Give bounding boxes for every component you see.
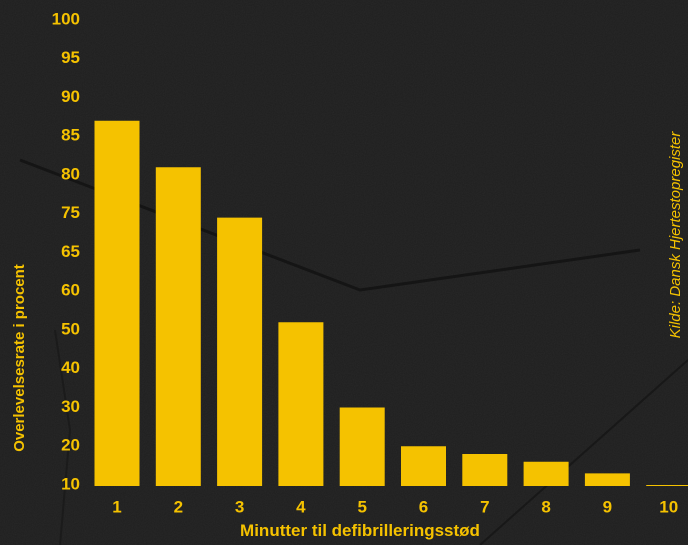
y-tick-label: 65 <box>61 242 80 261</box>
y-tick-label: 95 <box>61 48 80 67</box>
y-tick-label: 10 <box>61 474 80 493</box>
x-tick-label: 2 <box>174 497 183 516</box>
x-tick-label: 3 <box>235 497 244 516</box>
source-note: Kilde: Dansk Hjertestopregister <box>667 131 684 339</box>
bar-4 <box>278 322 324 486</box>
x-tick-label: 10 <box>659 497 678 516</box>
x-tick-label: 1 <box>112 497 121 516</box>
bar-1 <box>94 120 140 486</box>
bar-10 <box>646 485 688 486</box>
bar-5 <box>339 407 385 486</box>
x-tick-label: 8 <box>541 497 550 516</box>
y-tick-label: 75 <box>61 203 80 222</box>
bar-7 <box>462 454 508 486</box>
bar-9 <box>584 473 630 486</box>
y-tick-label: 100 <box>52 9 80 28</box>
x-tick-label: 5 <box>357 497 366 516</box>
x-tick-label: 4 <box>296 497 306 516</box>
x-tick-label: 6 <box>419 497 428 516</box>
x-axis-ticks: 1 2 3 4 5 6 7 8 9 10 <box>112 497 678 516</box>
y-tick-label: 20 <box>61 436 80 455</box>
bar-6 <box>401 446 446 486</box>
bars <box>94 120 688 486</box>
background-scratch <box>479 359 688 545</box>
y-axis-title: Overlevelsesrate i procent <box>11 264 28 452</box>
bar-8 <box>523 461 569 486</box>
y-tick-label: 90 <box>61 87 80 106</box>
x-tick-label: 7 <box>480 497 489 516</box>
bar-3 <box>217 217 263 486</box>
background-scratch <box>54 329 72 545</box>
y-tick-label: 30 <box>61 397 80 416</box>
x-axis-title: Minutter til defibrilleringsstød <box>240 521 480 540</box>
y-tick-label: 60 <box>61 281 80 300</box>
y-axis-ticks: 100 95 90 85 80 75 65 60 50 40 30 20 10 <box>52 9 80 493</box>
y-tick-label: 40 <box>61 358 80 377</box>
y-tick-label: 50 <box>61 319 80 338</box>
x-tick-label: 9 <box>603 497 612 516</box>
bar-2 <box>155 167 201 486</box>
y-tick-label: 85 <box>61 126 80 145</box>
y-tick-label: 80 <box>61 164 80 183</box>
